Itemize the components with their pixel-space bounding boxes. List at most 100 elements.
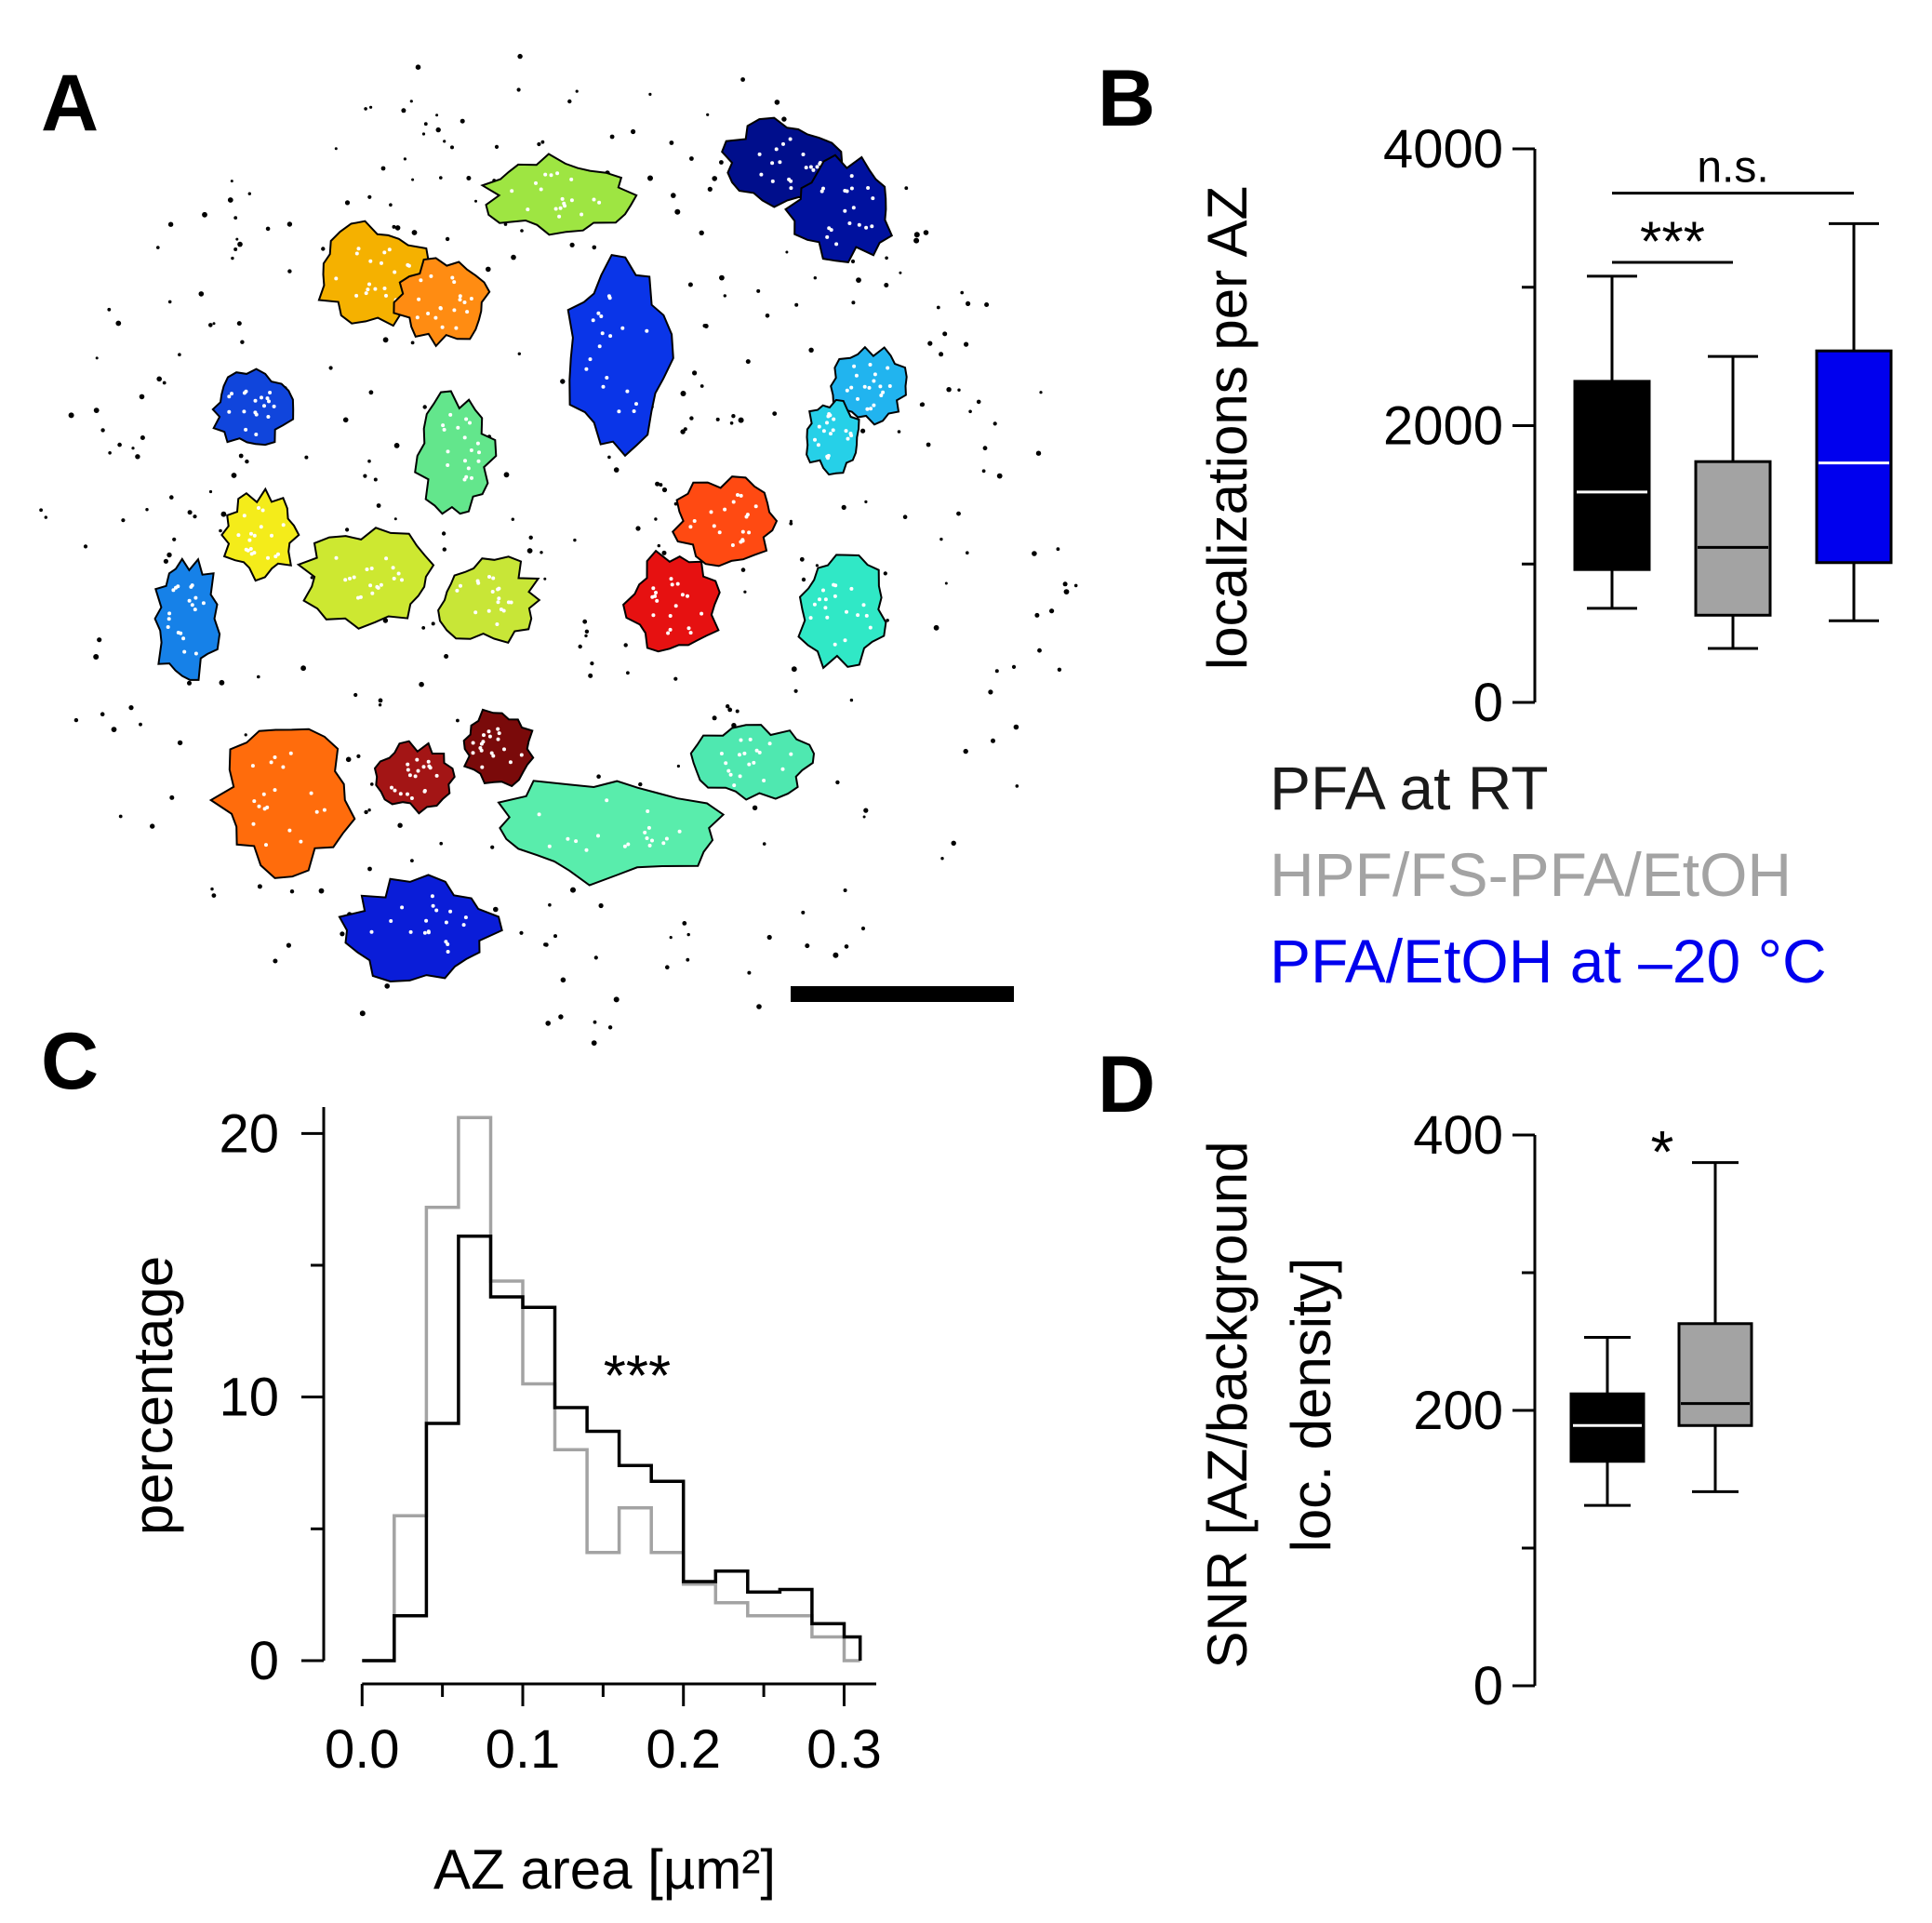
background-dot [1049, 608, 1055, 614]
cluster-localization [187, 598, 192, 603]
cluster-localization [879, 394, 884, 397]
background-dot [1073, 583, 1078, 588]
background-dot [674, 208, 681, 215]
background-dot [494, 144, 500, 149]
background-dot [567, 99, 572, 104]
cluster-localization [259, 525, 263, 529]
background-dot [863, 808, 869, 813]
background-dot [1057, 667, 1062, 672]
az-cluster [784, 154, 894, 263]
cluster-localization [650, 594, 655, 599]
cluster-localization [740, 539, 745, 543]
background-dot [135, 454, 140, 460]
cluster-localization [818, 597, 821, 602]
cluster-localization [646, 825, 651, 830]
background-dot [378, 698, 383, 703]
cluster-localization [871, 196, 875, 201]
cluster-localization [426, 759, 431, 764]
cluster-localization [680, 593, 685, 597]
background-dot [100, 712, 105, 716]
x-tick-label: 0.0 [325, 1719, 400, 1780]
background-dot [680, 391, 686, 396]
background-dot [273, 958, 278, 964]
background-dot [240, 340, 245, 344]
background-dot [981, 469, 986, 474]
panel-d-ylabel-line1: SNR [AZ/background [1196, 1142, 1259, 1669]
cluster-localization [479, 748, 484, 753]
cluster-localization [833, 594, 837, 598]
background-dot [584, 629, 590, 634]
cluster-localization [236, 533, 241, 538]
cluster-localization [322, 808, 326, 812]
background-dot [1056, 547, 1060, 552]
cluster-localization [827, 412, 832, 416]
background-dot [553, 934, 557, 939]
background-dot [511, 254, 516, 260]
cluster-localization [852, 364, 857, 368]
cluster-localization [406, 762, 410, 767]
cluster-localization [382, 250, 387, 255]
cluster-localization [601, 384, 606, 389]
background-dot [731, 414, 736, 419]
cluster-localization [446, 942, 450, 946]
background-dot [287, 269, 292, 274]
background-dot [156, 376, 162, 382]
cluster-localization [553, 207, 558, 211]
panel-b-boxes [1573, 221, 1893, 650]
cluster-localization [778, 160, 782, 165]
cluster-localization [497, 596, 501, 601]
cluster-localization [686, 594, 689, 598]
cluster-localization [677, 829, 682, 834]
background-dot [991, 738, 995, 743]
background-dot [1011, 664, 1017, 670]
cluster-localization [818, 161, 822, 165]
background-dot [401, 108, 406, 114]
background-dot [700, 384, 704, 388]
background-dot [735, 709, 739, 714]
background-dot [490, 845, 495, 849]
background-dot [885, 256, 888, 260]
background-dot [593, 1020, 597, 1024]
background-dot [801, 910, 806, 915]
x-tick-label: 0.1 [486, 1719, 561, 1780]
cluster-localization [675, 581, 680, 586]
az-cluster [153, 557, 221, 681]
cluster-localization [468, 421, 472, 425]
background-dot [493, 906, 499, 913]
background-dot [655, 481, 660, 487]
background-dot [435, 114, 439, 117]
background-dot [756, 288, 761, 293]
cluster-localization [808, 616, 813, 621]
background-dot [376, 503, 381, 508]
cluster-localization [343, 578, 348, 582]
cluster-localization [375, 584, 380, 589]
panel-letter-b: B [1098, 54, 1155, 143]
cluster-localization [519, 753, 524, 757]
cluster-localization [856, 396, 859, 401]
cluster-localization [182, 649, 187, 654]
cluster-localization [367, 282, 371, 287]
cluster-localization [742, 751, 747, 755]
cluster-localization [469, 448, 473, 452]
cluster-localization [476, 459, 481, 463]
cluster-localization [887, 384, 892, 388]
cluster-localization [508, 760, 513, 765]
background-dot [304, 455, 309, 460]
background-dot [237, 241, 243, 247]
cluster-localization [826, 456, 830, 461]
cluster-localization [471, 751, 475, 755]
background-dot [394, 225, 401, 231]
background-dot [442, 547, 446, 552]
cluster-localization [398, 792, 403, 796]
background-dot [719, 274, 725, 281]
cluster-localization [482, 733, 486, 738]
cluster-localization [754, 748, 759, 753]
cluster-localization [868, 625, 873, 630]
background-dot [942, 331, 948, 337]
cluster-localization [266, 415, 271, 419]
box [1573, 380, 1651, 571]
background-dot [596, 774, 601, 779]
panel-letter-d: D [1098, 1040, 1155, 1129]
background-dot [766, 934, 772, 941]
cluster-localization [452, 280, 457, 285]
